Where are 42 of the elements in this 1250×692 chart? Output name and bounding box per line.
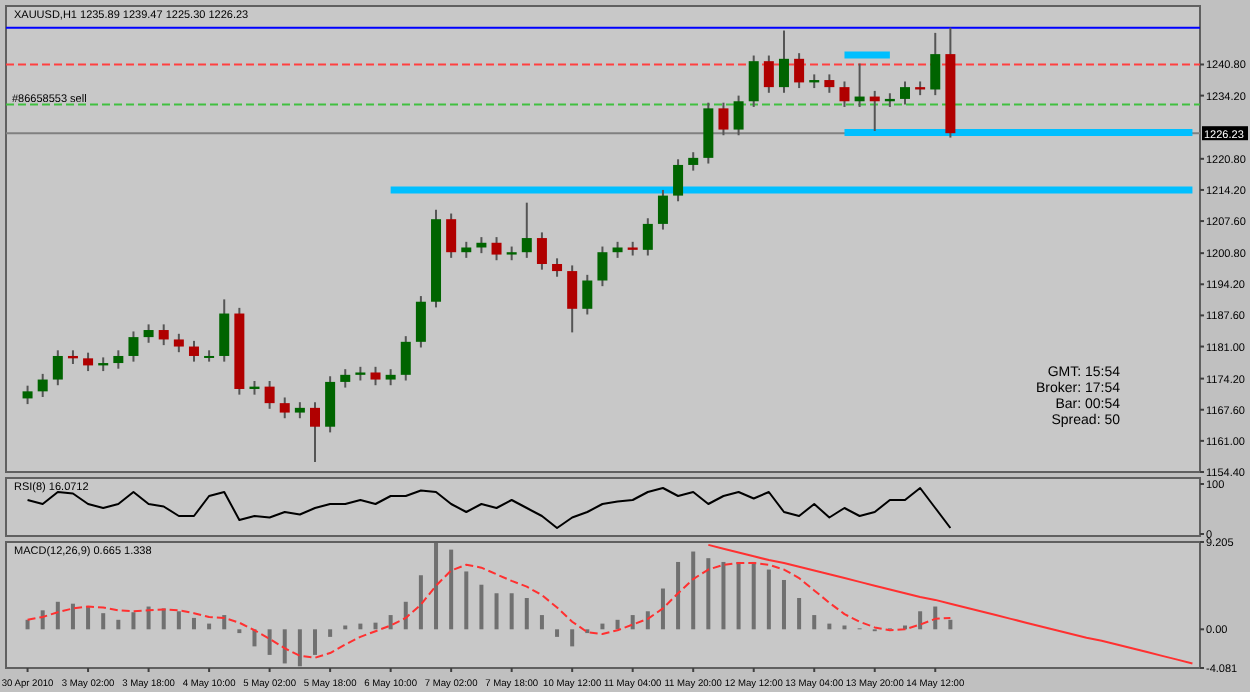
bar [781,579,786,630]
bar [161,608,166,630]
bar [282,629,287,664]
bar [615,619,620,630]
bar [948,619,953,630]
bar [313,629,317,655]
bar [539,615,544,630]
bar [676,561,681,630]
bar [736,561,741,630]
bar [464,571,469,630]
bar [449,549,454,630]
bar [131,612,136,630]
bar [388,615,393,630]
bar [116,619,121,630]
bar [191,617,196,630]
bar [630,615,635,630]
bar [86,606,91,630]
bar [297,629,302,667]
bar [55,601,60,630]
bar [555,629,560,637]
bar [812,615,817,630]
bar [721,561,726,630]
bar [25,619,30,630]
bar [706,558,711,630]
bar [494,593,499,630]
bar [267,629,272,655]
bar [479,584,484,630]
bar [570,629,575,647]
bar [434,543,439,630]
bar [918,611,923,630]
bar [797,598,802,630]
bar [766,569,771,630]
bar [524,598,529,630]
bar [328,629,333,637]
bar [660,588,665,630]
bar [176,611,181,630]
bar [751,561,756,630]
bar [418,575,423,630]
bar [691,551,696,630]
bar [252,629,257,647]
bar [70,603,75,630]
bar [101,613,106,630]
